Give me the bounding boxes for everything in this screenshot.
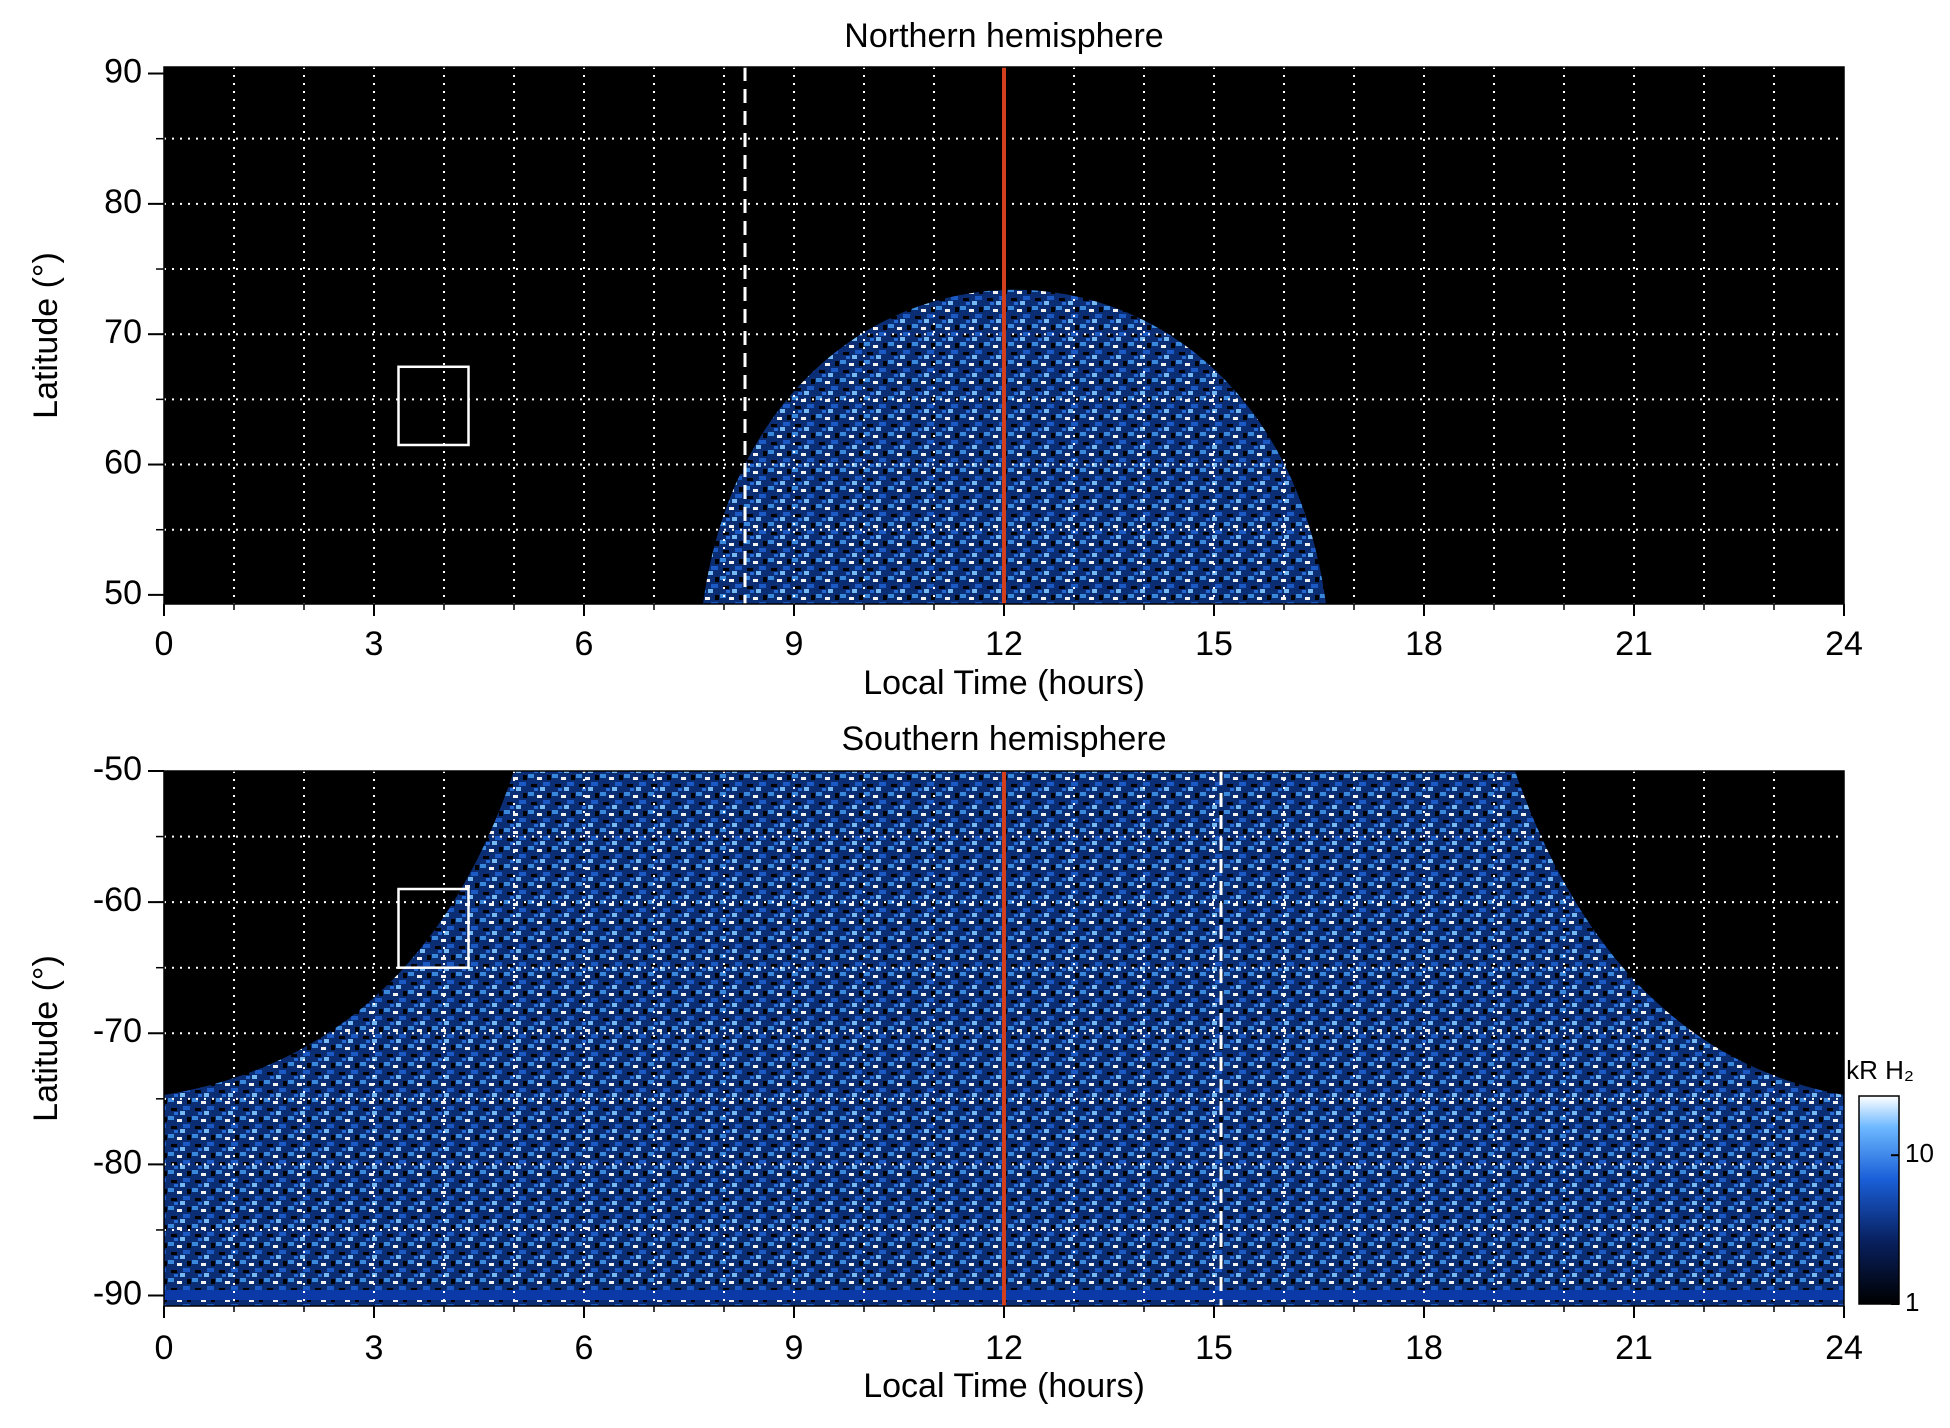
y-tick-label: -90 [93,1274,142,1312]
x-tick-label: 9 [785,1329,804,1367]
x-tick-label: 24 [1825,625,1863,663]
x-tick-label: 0 [155,1329,174,1367]
y-tick-label: -60 [93,881,142,919]
x-tick-label: 9 [785,625,804,663]
panel-title: Southern hemisphere [841,720,1166,758]
x-tick-label: 18 [1405,1329,1443,1367]
y-tick-label: -50 [93,750,142,788]
emission-region [703,289,1326,604]
y-axis-title: Latitude (°) [27,252,65,419]
y-tick-label: 90 [104,53,142,91]
y-axis-title: Latitude (°) [27,955,65,1122]
x-tick-label: 24 [1825,1329,1863,1367]
x-tick-label: 6 [575,625,594,663]
x-tick-label: 15 [1195,1329,1233,1367]
y-tick-label: 60 [104,444,142,482]
x-tick-label: 12 [985,1329,1023,1367]
y-tick-label: 70 [104,313,142,351]
region-box [397,365,470,447]
x-tick-label: 12 [985,625,1023,663]
x-tick-label: 0 [155,625,174,663]
colorbar-tick-label: 10 [1905,1138,1934,1168]
y-tick-label: 50 [104,574,142,612]
x-tick-label: 15 [1195,625,1233,663]
colorbar-tick-label: 1 [1905,1287,1919,1317]
x-tick-label: 3 [365,1329,384,1367]
x-axis-title: Local Time (hours) [863,664,1145,702]
y-tick-label: -80 [93,1143,142,1181]
x-axis-title: Local Time (hours) [863,1367,1145,1405]
colorbar-label: kR H₂ [1846,1055,1914,1085]
panel-title: Northern hemisphere [844,17,1163,55]
colorbar [1858,1095,1900,1305]
plot-frame [163,770,1845,1307]
x-tick-label: 18 [1405,625,1443,663]
x-tick-label: 6 [575,1329,594,1367]
x-tick-label: 21 [1615,1329,1653,1367]
plot-frame [163,66,1845,605]
y-tick-label: 80 [104,183,142,221]
region-box [397,887,470,969]
x-tick-label: 21 [1615,625,1653,663]
x-tick-label: 3 [365,625,384,663]
y-tick-label: -70 [93,1012,142,1050]
